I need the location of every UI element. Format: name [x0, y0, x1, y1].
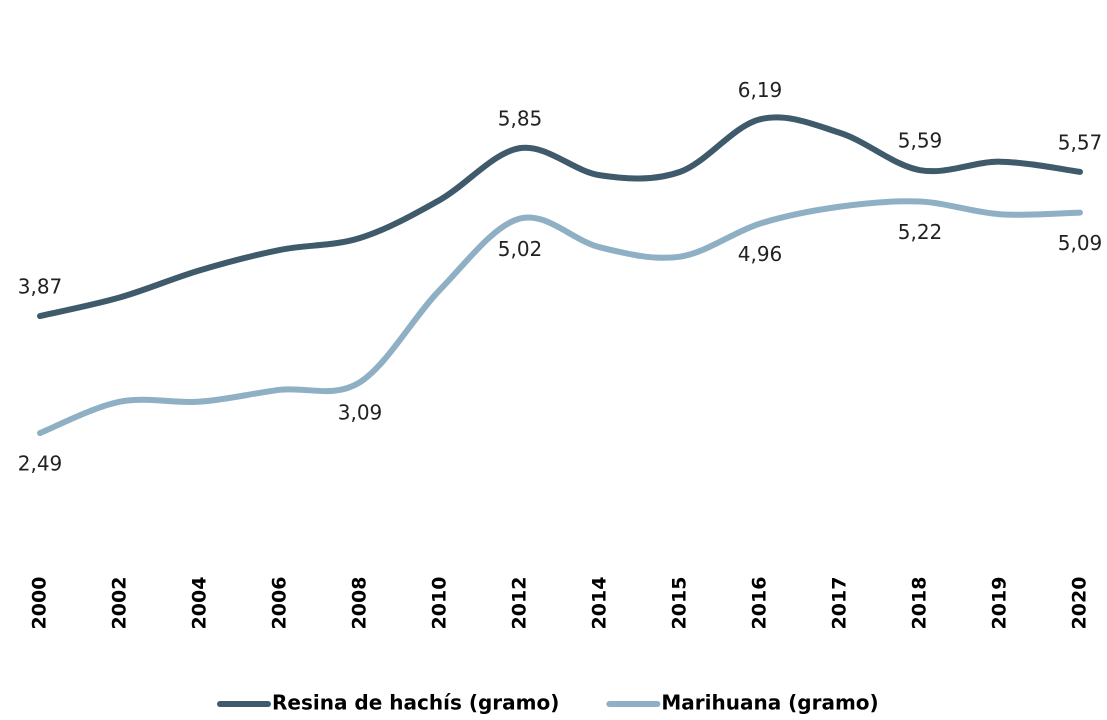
legend-label: Resina de hachís (gramo)	[272, 691, 559, 715]
x-tick-label: 2008	[349, 577, 371, 630]
data-label: 4,96	[738, 242, 783, 266]
x-tick-label: 2000	[29, 577, 51, 630]
data-label: 3,09	[338, 401, 383, 425]
x-tick-label: 2006	[269, 577, 291, 630]
data-label: 5,85	[498, 107, 543, 131]
line	[37, 198, 1083, 437]
data-label: 6,19	[738, 78, 783, 102]
x-tick-label: 2020	[1069, 577, 1091, 630]
x-tick-label: 2014	[589, 577, 611, 630]
x-tick-label: 2010	[429, 577, 451, 630]
x-tick-label: 2018	[909, 577, 931, 630]
data-label: 5,59	[898, 129, 943, 153]
x-tick-label: 2019	[989, 577, 1011, 630]
data-label: 5,02	[498, 237, 543, 261]
data-label: 5,57	[1058, 130, 1103, 154]
x-tick-label: 2002	[109, 577, 131, 630]
data-label: 5,22	[898, 220, 943, 244]
legend-label: Marihuana (gramo)	[661, 691, 878, 715]
x-tick-label: 2016	[749, 577, 771, 630]
x-tick-label: 2015	[669, 577, 691, 630]
line	[37, 114, 1083, 320]
x-tick-label: 2017	[829, 577, 851, 630]
x-tick-label: 2004	[189, 577, 211, 630]
x-tick-label: 2012	[509, 577, 531, 630]
data-label: 2,49	[18, 452, 63, 476]
data-label: 3,87	[18, 275, 63, 299]
data-label: 5,09	[1058, 231, 1103, 255]
